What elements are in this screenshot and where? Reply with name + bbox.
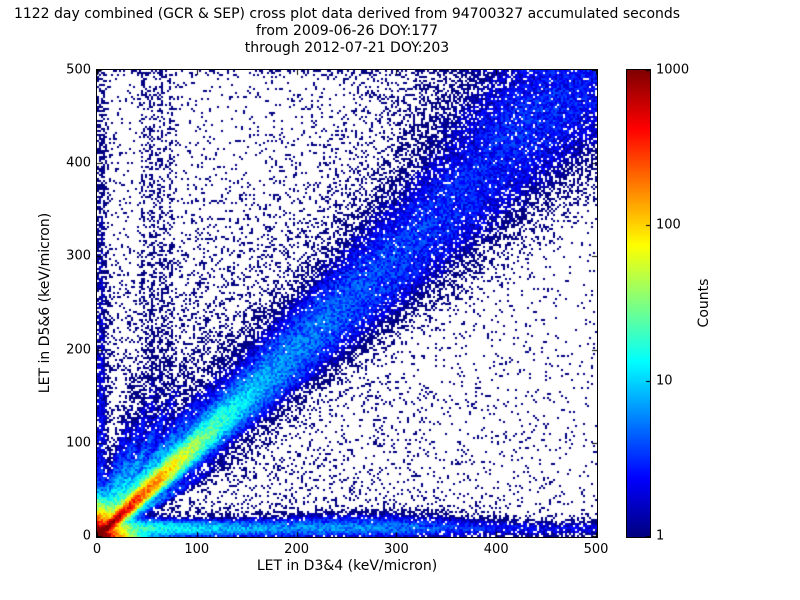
y-tick-label: 0 (82, 528, 91, 544)
plot-area (96, 69, 598, 538)
title-line-3: through 2012-07-21 DOY:203 (244, 40, 450, 56)
x-axis-label: LET in D3&4 (keV/micron) (256, 558, 438, 574)
x-tick-label: 500 (583, 542, 609, 557)
y-tick-label: 400 (66, 155, 91, 171)
y-tick-label: 500 (66, 62, 91, 78)
x-tick-label: 100 (184, 542, 210, 557)
colorbar-canvas (627, 70, 650, 537)
y-tick-label: 200 (66, 342, 91, 358)
x-tick-label: 300 (383, 542, 409, 557)
heatmap-canvas (97, 70, 597, 537)
x-tick-label: 0 (92, 542, 102, 557)
colorbar-tick-label: 100 (656, 217, 681, 233)
y-axis-label: LET in D5&6 (keV/micron) (37, 212, 53, 394)
colorbar-tick-label: 10 (656, 373, 673, 389)
title-line-2: from 2009-06-26 DOY:177 (255, 23, 438, 39)
colorbar-tick-label: 1000 (656, 62, 690, 78)
y-tick-label: 300 (66, 248, 91, 264)
colorbar-tick-label: 1 (656, 528, 665, 544)
title-line-1: 1122 day combined (GCR & SEP) cross plot… (13, 6, 681, 22)
chart-title: 1122 day combined (GCR & SEP) cross plot… (14, 6, 680, 57)
colorbar (626, 69, 651, 538)
colorbar-axis-label: Counts (696, 278, 712, 328)
y-tick-label: 100 (66, 435, 91, 451)
x-tick-label: 200 (284, 542, 310, 557)
x-tick-label: 400 (483, 542, 509, 557)
